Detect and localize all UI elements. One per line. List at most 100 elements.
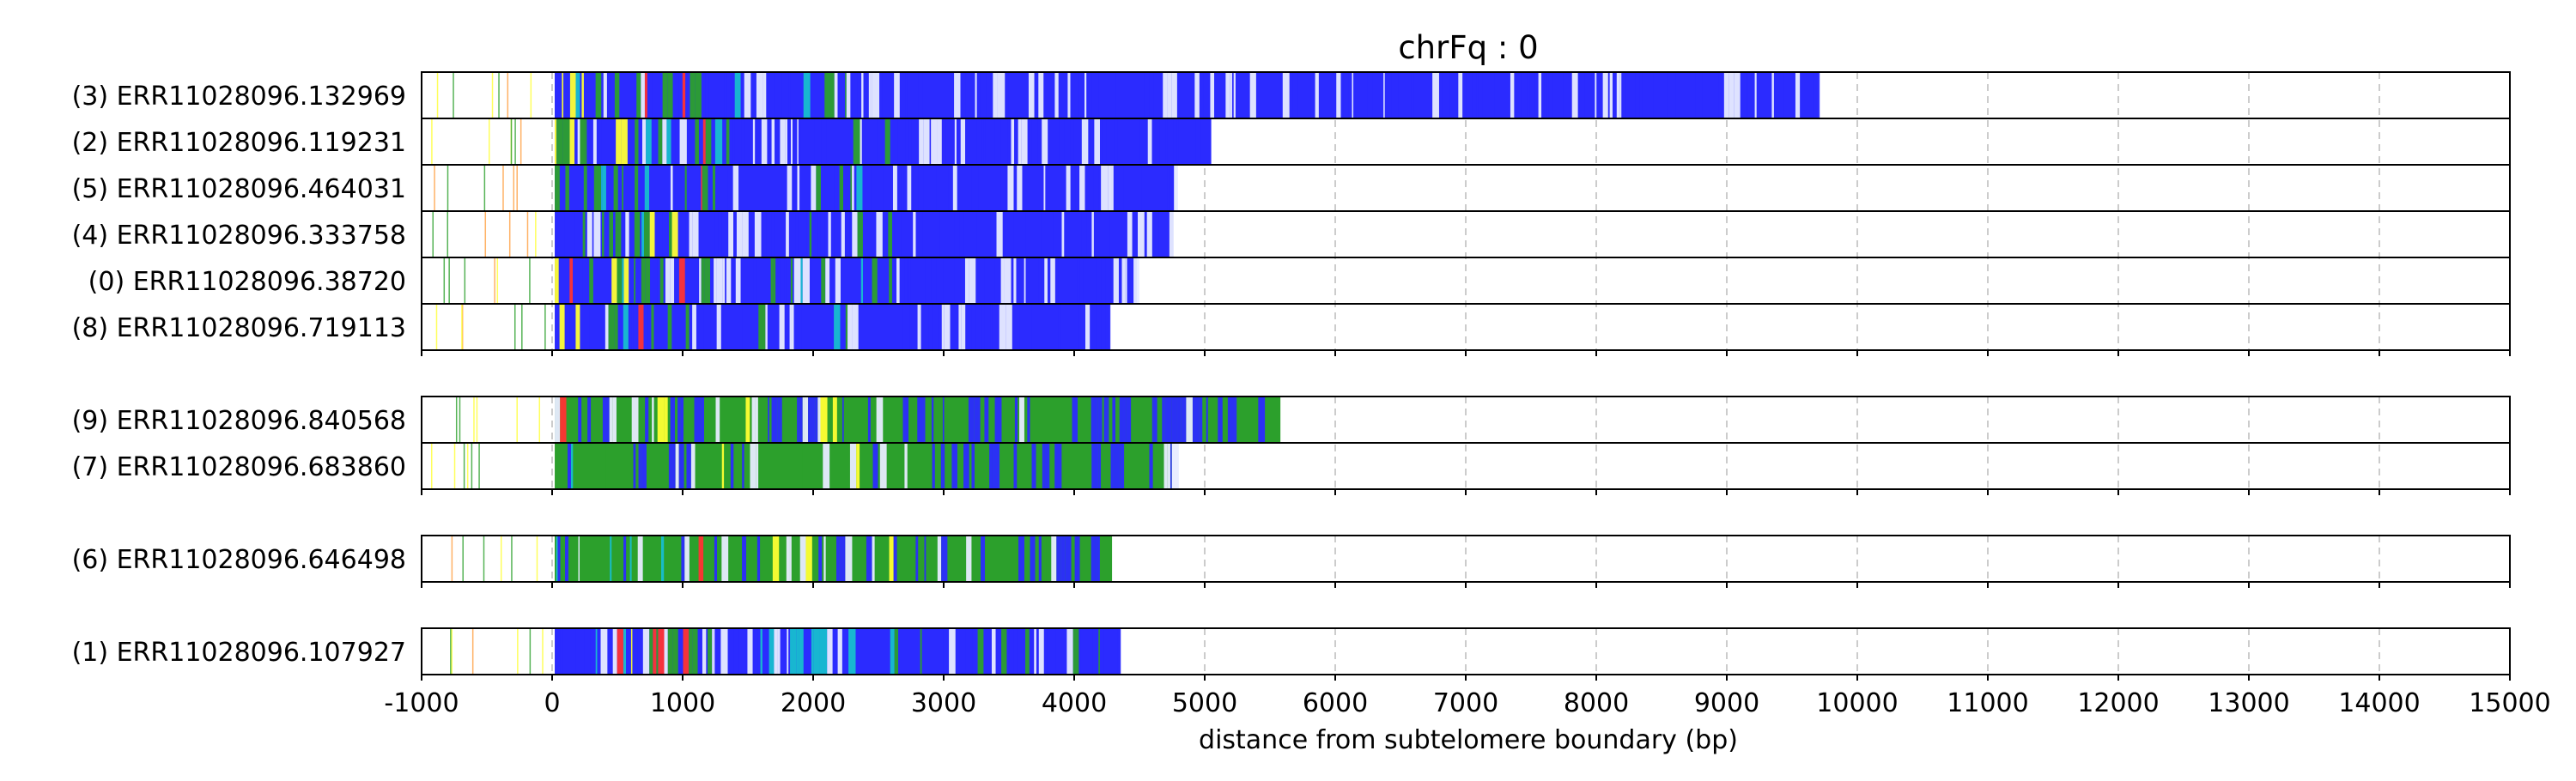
read-segment — [1048, 443, 1050, 489]
read-segment — [874, 536, 883, 582]
read-segment — [1146, 211, 1152, 257]
read-segment — [667, 304, 672, 350]
read-segment — [703, 304, 711, 350]
read-segment — [613, 165, 618, 211]
read-segment — [575, 628, 580, 675]
read-segment — [587, 397, 592, 443]
read-segment — [1413, 72, 1416, 118]
x-tick-label: 3000 — [911, 688, 976, 718]
read-segment — [855, 397, 860, 443]
read-segment — [672, 165, 676, 211]
read-segment — [1139, 443, 1143, 489]
read-segment — [771, 211, 775, 257]
read-segment — [488, 118, 490, 165]
read-segment — [799, 397, 803, 443]
read-segment — [1119, 397, 1122, 443]
read-segment — [960, 118, 966, 165]
read-segment — [894, 211, 896, 257]
read-segment — [975, 443, 981, 489]
read-segment — [891, 72, 895, 118]
read-segment — [915, 211, 923, 257]
read-segment — [1078, 628, 1081, 675]
read-segment — [954, 211, 960, 257]
read-segment — [634, 257, 636, 304]
read-segment — [1081, 211, 1087, 257]
read-segment — [658, 118, 663, 165]
read-track — [450, 628, 1121, 675]
read-segment — [747, 628, 753, 675]
read-segment — [1013, 211, 1020, 257]
read-segment — [1067, 72, 1071, 118]
read-segment — [959, 211, 964, 257]
read-segment — [1026, 304, 1032, 350]
read-segment — [913, 211, 916, 257]
read-segment — [1472, 72, 1477, 118]
read-segment — [569, 72, 576, 118]
read-segment — [969, 257, 976, 304]
read-segment — [1544, 72, 1547, 118]
read-segment — [629, 536, 632, 582]
read-segment — [845, 304, 848, 350]
read-segment — [1098, 628, 1100, 675]
read-segment — [580, 536, 583, 582]
read-segment — [1340, 72, 1344, 118]
read-segment — [1018, 118, 1022, 165]
read-segment — [834, 165, 840, 211]
read-track — [451, 536, 1113, 582]
read-track — [430, 443, 1179, 489]
x-tick-label: 14000 — [2338, 688, 2420, 718]
read-segment — [1695, 72, 1703, 118]
read-segment — [599, 443, 606, 489]
read-segment — [954, 72, 961, 118]
read-segment — [1153, 72, 1156, 118]
read-segment — [755, 118, 762, 165]
read-segment — [1025, 628, 1030, 675]
read-segment — [773, 257, 776, 304]
read-segment — [1181, 397, 1187, 443]
read-segment — [911, 118, 920, 165]
read-segment — [907, 257, 909, 304]
read-segment — [977, 628, 984, 675]
read-segment — [678, 443, 684, 489]
read-segment — [1091, 536, 1096, 582]
read-segment — [692, 304, 696, 350]
read-segment — [1086, 72, 1092, 118]
read-segment — [734, 72, 741, 118]
read-segment — [623, 536, 627, 582]
read-segment — [917, 304, 920, 350]
read-segment — [835, 536, 840, 582]
read-segment — [720, 304, 724, 350]
read-segment — [585, 118, 587, 165]
x-tick-label: 6000 — [1303, 688, 1368, 718]
read-segment — [586, 211, 592, 257]
read-segment — [941, 304, 945, 350]
read-segment — [496, 257, 499, 304]
read-segment — [853, 118, 860, 165]
read-segment — [1310, 72, 1315, 118]
read-segment — [806, 211, 810, 257]
read-segment — [699, 257, 702, 304]
read-segment — [698, 536, 704, 582]
read-segment — [1171, 72, 1177, 118]
read-segment — [643, 211, 650, 257]
read-segment — [1661, 72, 1668, 118]
read-segment — [771, 118, 775, 165]
read-segment — [692, 211, 699, 257]
read-segment — [1002, 211, 1005, 257]
read-segment — [784, 257, 787, 304]
read-segment — [826, 118, 833, 165]
read-segment — [784, 304, 790, 350]
read-segment — [1546, 72, 1549, 118]
x-tick-label: 4000 — [1042, 688, 1107, 718]
x-tick-label: 8000 — [1564, 688, 1629, 718]
read-segment — [1355, 72, 1358, 118]
read-segment — [820, 211, 825, 257]
read-segment — [920, 628, 922, 675]
read-segment — [660, 536, 665, 582]
read-segment — [771, 397, 778, 443]
read-segment — [559, 304, 565, 350]
read-segment — [513, 165, 515, 211]
read-segment — [796, 628, 799, 675]
x-tick-label: 1000 — [650, 688, 715, 718]
read-segment — [1072, 628, 1079, 675]
